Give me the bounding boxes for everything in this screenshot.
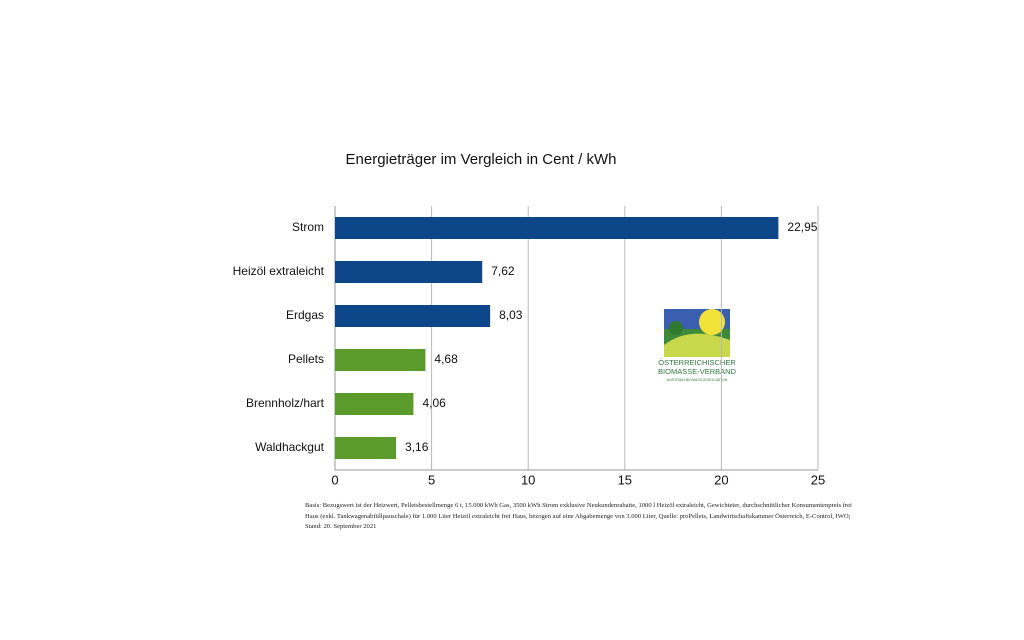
logo-text: ÖSTERREICHISCHER	[658, 358, 736, 367]
bar	[335, 437, 397, 459]
logo-hill	[664, 333, 730, 357]
x-tick-label: 5	[428, 472, 435, 487]
bar	[335, 349, 426, 371]
logo-text: BIOMASSE-VERBAND	[658, 367, 737, 376]
x-tick-label: 15	[618, 472, 632, 487]
bar	[335, 217, 779, 239]
value-label: 7,62	[491, 264, 515, 278]
logo-tree	[669, 321, 683, 335]
footnote: Basis: Bezugswert ist der Heizwert, Pell…	[305, 502, 852, 530]
x-tick-label: 0	[331, 472, 338, 487]
value-label: 3,16	[405, 440, 429, 454]
x-tick-label: 25	[811, 472, 825, 487]
x-tick-label: 20	[714, 472, 728, 487]
bar	[335, 261, 483, 283]
value-label: 4,68	[434, 352, 458, 366]
y-tick-label: Brennholz/hart	[246, 396, 325, 410]
y-tick-label: Erdgas	[286, 308, 324, 322]
y-tick-label: Heizöl extraleicht	[233, 264, 325, 278]
bar	[335, 393, 414, 415]
value-label: 4,06	[422, 396, 446, 410]
value-label: 22,95	[787, 220, 817, 234]
logo: ÖSTERREICHISCHER BIOMASSE-VERBAND AUSTRI…	[658, 309, 737, 382]
logo-sun	[699, 309, 725, 335]
y-tick-label: Strom	[292, 220, 324, 234]
logo-text: AUSTRIAN BIOMASS ASSOCIATION	[667, 378, 728, 382]
chart-title: Energieträger im Vergleich in Cent / kWh	[346, 151, 617, 168]
value-label: 8,03	[499, 308, 523, 322]
bar	[335, 305, 491, 327]
x-tick-label: 10	[521, 472, 535, 487]
y-tick-label: Waldhackgut	[255, 440, 325, 454]
y-tick-label: Pellets	[288, 352, 324, 366]
